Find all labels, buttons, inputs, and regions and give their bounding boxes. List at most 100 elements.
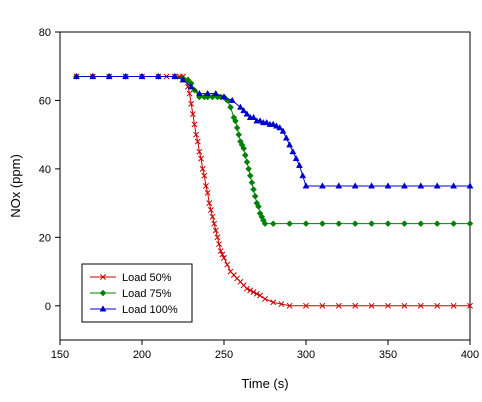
data-point [276, 124, 284, 131]
data-point [433, 220, 441, 227]
data-point [171, 72, 179, 79]
data-point [467, 302, 473, 309]
series-line [76, 75, 470, 225]
data-point [250, 289, 257, 296]
data-point [245, 165, 252, 173]
x-tick-label: 400 [461, 349, 479, 361]
data-point [217, 248, 224, 254]
data-point [319, 302, 326, 309]
data-point [204, 89, 212, 97]
data-point [154, 72, 162, 79]
data-point [466, 182, 474, 189]
data-point [204, 189, 211, 196]
data-point [351, 220, 359, 227]
data-point [253, 290, 260, 297]
series-line [76, 75, 470, 187]
legend-item: Load 100% [90, 304, 178, 316]
data-point [100, 274, 106, 280]
data-point [302, 182, 310, 189]
y-tick-label: 0 [45, 301, 51, 313]
y-tick-label: 20 [39, 232, 51, 244]
data-point [296, 161, 303, 168]
data-point [203, 183, 209, 189]
data-point [335, 182, 343, 189]
data-point [319, 220, 326, 227]
data-point [269, 120, 277, 127]
data-point [278, 301, 285, 308]
data-point [219, 251, 226, 258]
data-point [207, 207, 214, 213]
data-point [286, 302, 293, 309]
data-point [256, 117, 264, 124]
data-point [221, 254, 227, 261]
data-point [434, 302, 441, 309]
data-point [227, 103, 234, 111]
x-tick-label: 150 [51, 349, 69, 361]
data-point [450, 220, 457, 227]
data-point [292, 154, 300, 162]
legend-label: Load 100% [122, 304, 178, 316]
data-point [214, 234, 221, 241]
data-point [236, 103, 244, 110]
legend: Load 50% Load 75% Load 100% [81, 263, 193, 323]
x-axis: 150 200 250 300 350 400 [51, 340, 479, 361]
data-point [191, 121, 198, 128]
data-point [351, 182, 359, 189]
data-point [209, 213, 216, 220]
data-point [246, 172, 254, 180]
data-point [105, 72, 113, 79]
data-point [196, 148, 203, 155]
data-point [261, 220, 269, 227]
data-point [279, 127, 287, 134]
data-point [262, 295, 268, 302]
data-point [417, 182, 425, 189]
data-point [224, 261, 231, 268]
data-point [303, 302, 309, 309]
data-point [299, 172, 307, 179]
data-point [417, 220, 425, 227]
series-2 [73, 73, 474, 227]
data-point [433, 182, 441, 189]
data-point [318, 182, 326, 189]
data-point [201, 172, 208, 179]
data-point [384, 220, 392, 227]
y-tick-label: 40 [39, 164, 51, 176]
data-point [233, 124, 241, 132]
data-point [89, 72, 97, 79]
data-point [138, 72, 146, 79]
data-point [250, 186, 257, 193]
data-point [243, 110, 251, 117]
data-point [211, 220, 218, 227]
data-point [195, 89, 203, 97]
data-point [206, 200, 213, 207]
data-point [335, 220, 343, 227]
data-point [282, 134, 290, 141]
x-tick-label: 250 [215, 349, 233, 361]
data-point [216, 241, 223, 248]
x-tick-label: 300 [297, 349, 315, 361]
data-point [179, 76, 187, 83]
data-point [286, 141, 294, 148]
data-point [72, 72, 80, 79]
data-point [417, 302, 424, 309]
data-point [194, 138, 201, 145]
data-point [232, 117, 239, 125]
data-point [244, 285, 250, 292]
data-point [198, 155, 204, 162]
data-point [286, 220, 293, 227]
data-point [251, 192, 259, 200]
data-point [401, 220, 408, 227]
data-point [368, 182, 376, 189]
y-tick-label: 80 [39, 27, 51, 39]
data-point [199, 165, 206, 172]
data-point [263, 118, 271, 126]
data-point [385, 302, 391, 309]
y-tick-label: 60 [39, 95, 51, 107]
data-point [99, 305, 107, 312]
data-point [269, 220, 277, 227]
data-point [241, 151, 249, 159]
data-point [248, 179, 256, 186]
data-point [270, 299, 277, 306]
series-3 [72, 72, 474, 189]
x-tick-label: 200 [133, 349, 151, 361]
